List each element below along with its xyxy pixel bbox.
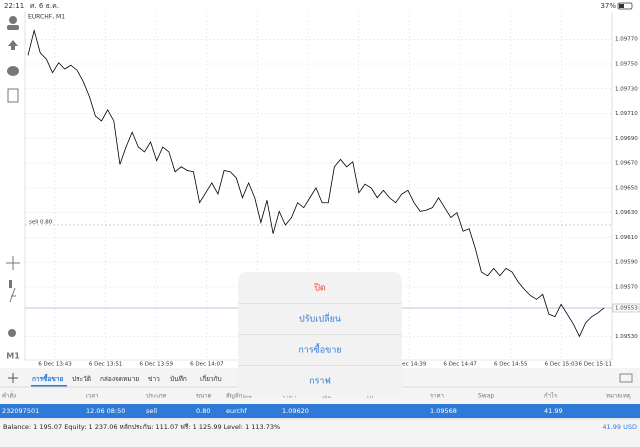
layout-icon[interactable]: [619, 373, 633, 383]
battery-level: [619, 4, 624, 8]
total-profit: 41.99 USD: [602, 423, 637, 431]
tab-underline: [31, 385, 67, 387]
y-tick-label: 1.09770: [615, 37, 638, 43]
column-header: ประเภท: [146, 393, 166, 400]
account-icon-body: [7, 25, 19, 30]
x-tick-label: 6 Dec 14:47: [443, 362, 477, 368]
price-label: 1.09553: [615, 305, 638, 311]
tab[interactable]: บันทึก: [170, 375, 187, 383]
account-summary: Balance: 1 195.07 Equity: 1 237.06 หลักป…: [3, 423, 280, 431]
menu-panel: [238, 272, 402, 396]
status-date: ศ. 6 ธ.ค.: [30, 2, 59, 10]
selected-row[interactable]: [0, 404, 640, 418]
column-header: คำสั่ง: [2, 392, 16, 400]
order-label: sell 0.80: [29, 220, 53, 226]
x-tick-label: 6 Dec 15:03: [545, 362, 579, 368]
timeframe-button[interactable]: M1: [6, 352, 20, 361]
cell: 1.09568: [430, 407, 457, 415]
column-header: สัญลักษณ์: [226, 392, 252, 400]
column-header: กำไร: [544, 392, 558, 400]
plot: 1.09770 1.09750 1.09730 1.09710 1.09690 1.096…: [25, 12, 640, 368]
doc-icon[interactable]: [7, 88, 19, 103]
tab[interactable]: กล่องจดหมาย: [100, 375, 139, 383]
table-row: 232097501 12.06 08:50 sell 0.80 eurchf 1.0962…: [2, 407, 563, 415]
cell: 232097501: [2, 407, 39, 415]
x-tick-label: 6 Dec 15:11: [579, 362, 613, 368]
y-tick-label: 1.09710: [615, 111, 638, 117]
tab[interactable]: ประวัติ: [72, 375, 91, 383]
tab[interactable]: เกี่ยวกับ: [200, 374, 222, 383]
tab[interactable]: ข่าว: [148, 375, 160, 383]
y-tick-label: 1.09630: [615, 210, 638, 216]
cell: 12.06 08:50: [86, 407, 125, 415]
tab-bar: การซื้อขาย ประวัติ กล่องจดหมาย ข่าว บันทึก เก…: [31, 373, 222, 387]
y-tick-label: 1.09590: [615, 260, 638, 266]
add-button[interactable]: [8, 373, 18, 383]
cell: 0.80: [196, 407, 210, 415]
cell: sell: [146, 407, 157, 415]
account-icon[interactable]: [9, 16, 17, 24]
menu-item[interactable]: การซื้อขาย: [298, 343, 341, 356]
y-tick-label: 1.09730: [615, 86, 638, 92]
y-tick-label: 1.09610: [615, 235, 638, 241]
status-battery: 37%: [600, 2, 616, 10]
cell: eurchf: [226, 407, 247, 415]
x-tick-label: 6 Dec 14:39: [393, 362, 427, 368]
x-tick-label: 6 Dec 14:55: [494, 362, 528, 368]
candles-icon[interactable]: [9, 280, 12, 288]
x-tick-label: 6 Dec 14:07: [190, 362, 224, 368]
price-line-series: [27, 28, 605, 338]
indicator-icon[interactable]: [9, 287, 16, 303]
column-header: ขนาด: [196, 393, 212, 400]
cell: 41.99: [544, 407, 563, 415]
y-tick-label: 1.09530: [615, 334, 638, 340]
y-tick-label: 1.09670: [615, 161, 638, 167]
x-tick-label: 6 Dec 13:59: [140, 362, 174, 368]
x-tick-label: 6 Dec 13:51: [89, 362, 123, 368]
column-header: หมายเหตุ: [606, 393, 631, 400]
crosshair-icon[interactable]: [6, 256, 20, 270]
y-tick-label: 1.09570: [615, 284, 638, 290]
tab[interactable]: การซื้อขาย: [32, 373, 63, 383]
price-label-box: [612, 303, 640, 313]
battery-icon: [617, 2, 633, 10]
y-tick-label: 1.09690: [615, 136, 638, 142]
column-header: Swap: [478, 393, 494, 400]
y-tick-label: 1.09650: [615, 185, 638, 191]
menu-item[interactable]: ปรับเปลี่ยน: [299, 312, 341, 325]
status-time: 22:11: [4, 2, 24, 10]
trade-icon[interactable]: [8, 40, 18, 50]
left-toolbar: [6, 16, 20, 337]
chart-symbol: EURCHF, M1: [28, 14, 65, 21]
cell: 1.09620: [282, 407, 309, 415]
chat-icon[interactable]: [7, 66, 19, 76]
menu-item[interactable]: ปิด: [314, 283, 326, 294]
x-tick-label: 6 Dec 13:43: [38, 362, 72, 368]
column-header: เวลา: [86, 393, 98, 400]
y-tick-label: 1.09750: [615, 62, 638, 68]
column-header: ราคา: [430, 393, 444, 400]
objects-icon[interactable]: [8, 329, 16, 337]
menu-item[interactable]: กราฟ: [309, 377, 331, 387]
